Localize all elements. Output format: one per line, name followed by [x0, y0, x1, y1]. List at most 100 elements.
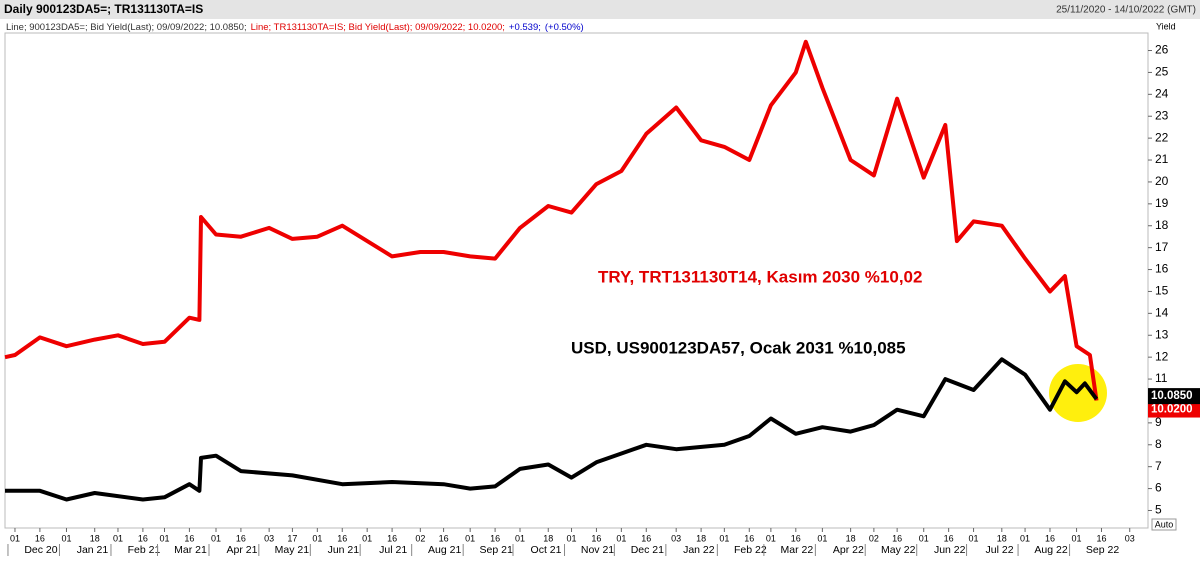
month-label: Jul 22: [986, 544, 1014, 556]
month-label: Jun 22: [934, 544, 966, 556]
month-label: Mar 22: [781, 544, 814, 556]
legend-entry: (+0.50%): [545, 22, 584, 33]
y-tick-label: 7: [1155, 459, 1162, 473]
legend-entry: Line; TR131130TA=IS; Bid Yield(Last); 09…: [251, 22, 505, 33]
y-tick-label: 25: [1155, 65, 1169, 79]
legend-entry: Line; 900123DA5=; Bid Yield(Last); 09/09…: [6, 22, 247, 33]
month-label: Jan 22: [683, 544, 715, 556]
x-tick-label: 01: [159, 533, 169, 543]
month-label: Jun 21: [328, 544, 360, 556]
x-tick-label: 18: [90, 533, 100, 543]
x-tick-label: 16: [591, 533, 601, 543]
month-label: Dec 20: [24, 544, 57, 556]
x-tick-label: 01: [362, 533, 372, 543]
month-label: Mar 21: [174, 544, 207, 556]
annotation: USD, US900123DA57, Ocak 2031 %10,085: [571, 338, 906, 357]
x-tick-label: 01: [919, 533, 929, 543]
last-value-label: 10.0200: [1151, 404, 1193, 416]
y-axis-label: Yield: [1156, 21, 1176, 31]
annotation: TRY, TRT131130T14, Kasım 2030 %10,02: [598, 267, 922, 286]
y-tick-label: 9: [1155, 415, 1162, 429]
legend-entry: +0.539;: [509, 22, 541, 33]
month-label: Dec 21: [631, 544, 664, 556]
x-tick-label: 01: [719, 533, 729, 543]
x-tick-label: 01: [817, 533, 827, 543]
plot-frame: [4, 32, 1149, 529]
x-tick-label: 03: [671, 533, 681, 543]
x-tick-label: 16: [337, 533, 347, 543]
x-tick-label: 01: [10, 533, 20, 543]
month-label: May 21: [275, 544, 310, 556]
x-tick-label: 01: [567, 533, 577, 543]
series-line: [5, 357, 1099, 502]
month-label: Nov 21: [581, 544, 614, 556]
month-label: Apr 22: [833, 544, 864, 556]
x-tick-label: 18: [997, 533, 1007, 543]
y-tick-label: 6: [1155, 481, 1162, 495]
x-tick-label: 16: [35, 533, 45, 543]
month-label: Aug 22: [1034, 544, 1067, 556]
series-line: [4, 39, 1099, 401]
month-label: Feb 22: [734, 544, 767, 556]
y-tick-label: 21: [1155, 152, 1169, 166]
header-bar: [0, 0, 1200, 19]
y-tick-label: 11: [1155, 371, 1168, 385]
x-tick-label: 01: [1020, 533, 1030, 543]
y-tick-label: 18: [1155, 218, 1169, 232]
last-value-tag: [1148, 401, 1200, 418]
x-tick-label: 16: [744, 533, 754, 543]
x-tick-label: 16: [791, 533, 801, 543]
month-label: Oct 21: [531, 544, 562, 556]
x-tick-label: 16: [138, 533, 148, 543]
x-tick-label: 01: [113, 533, 123, 543]
date-range: 25/11/2020 - 14/10/2022 (GMT): [1056, 5, 1196, 16]
x-tick-label: 16: [387, 533, 397, 543]
x-tick-label: 01: [465, 533, 475, 543]
x-tick-label: 18: [846, 533, 856, 543]
x-tick-label: 16: [641, 533, 651, 543]
y-tick-label: 8: [1155, 437, 1162, 451]
x-tick-label: 18: [696, 533, 706, 543]
x-tick-label: 01: [969, 533, 979, 543]
month-label: Sep 21: [480, 544, 513, 556]
x-tick-label: 16: [892, 533, 902, 543]
chart-title: Daily 900123DA5=; TR131130TA=IS: [4, 2, 203, 16]
x-tick-label: 02: [869, 533, 879, 543]
month-label: Feb 21: [128, 544, 161, 556]
x-tick-label: 17: [287, 533, 297, 543]
y-tick-label: 20: [1155, 174, 1169, 188]
y-tick-label: 24: [1155, 86, 1169, 100]
month-label: Apr 21: [227, 544, 258, 556]
month-label: Aug 21: [428, 544, 461, 556]
y-tick-label: 13: [1155, 327, 1169, 341]
y-tick-label: 22: [1155, 130, 1169, 144]
month-label: Jan 21: [77, 544, 109, 556]
auto-label[interactable]: Auto: [1155, 519, 1174, 529]
x-tick-label: 01: [61, 533, 71, 543]
x-tick-label: 16: [490, 533, 500, 543]
x-tick-label: 16: [236, 533, 246, 543]
month-label: Jul 21: [379, 544, 407, 556]
x-tick-label: 16: [944, 533, 954, 543]
x-tick-label: 01: [211, 533, 221, 543]
x-tick-label: 01: [515, 533, 525, 543]
x-tick-label: 16: [439, 533, 449, 543]
y-tick-label: 26: [1155, 43, 1169, 57]
y-tick-label: 15: [1155, 284, 1169, 298]
y-tick-label: 19: [1155, 196, 1169, 210]
y-tick-label: 12: [1155, 349, 1169, 363]
x-tick-label: 16: [184, 533, 194, 543]
last-value-tag: [1148, 388, 1200, 405]
last-value-label: 10.0850: [1151, 390, 1193, 402]
auto-button[interactable]: [1151, 518, 1177, 531]
x-tick-label: 03: [264, 533, 274, 543]
x-tick-label: 01: [616, 533, 626, 543]
y-tick-label: 5: [1155, 503, 1162, 517]
x-tick-label: 01: [766, 533, 776, 543]
month-label: Sep 22: [1086, 544, 1119, 556]
x-tick-label: 03: [1125, 533, 1135, 543]
x-tick-label: 01: [1072, 533, 1082, 543]
x-tick-label: 18: [543, 533, 553, 543]
y-tick-label: 14: [1155, 306, 1169, 320]
